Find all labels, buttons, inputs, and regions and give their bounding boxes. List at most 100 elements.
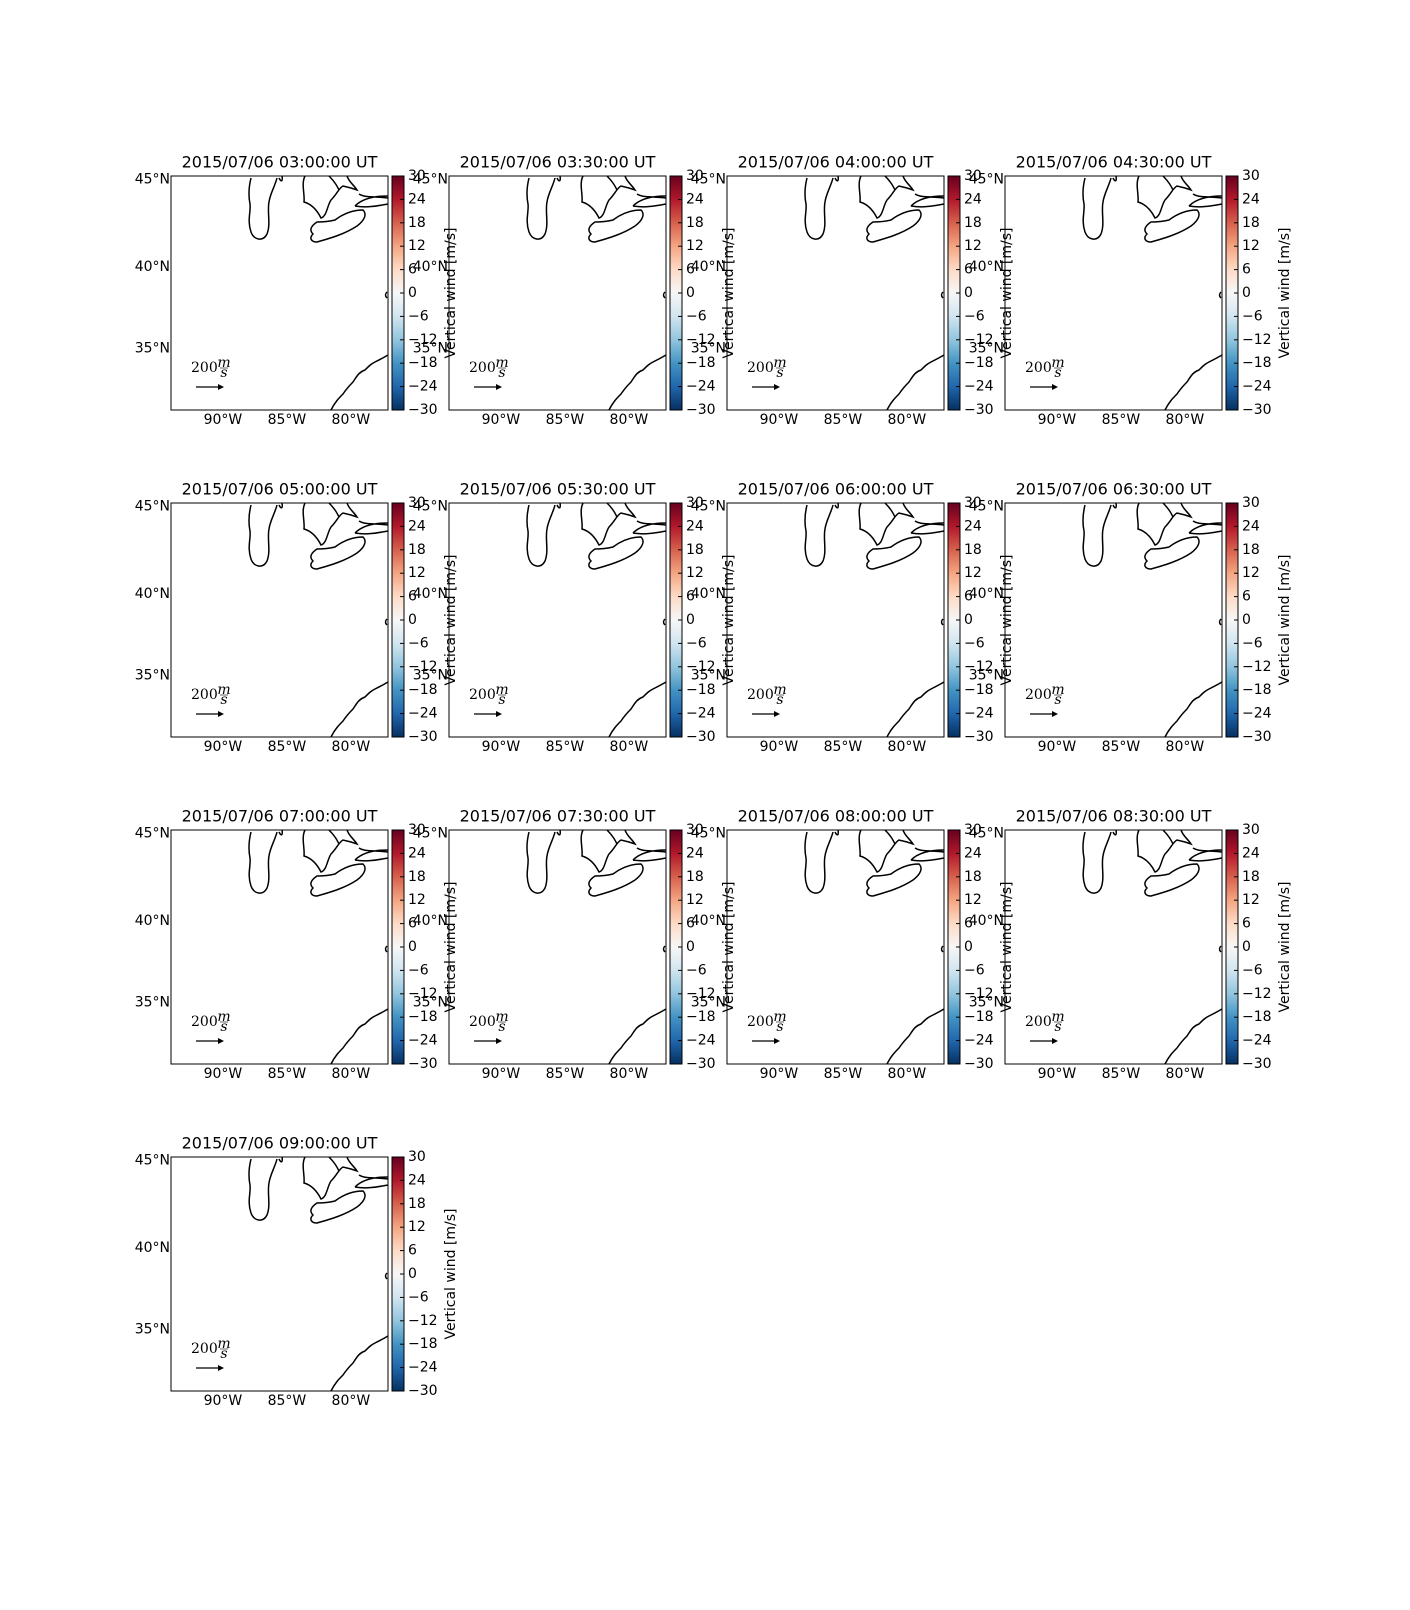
x-tick-label: 85°W (1102, 1066, 1141, 1082)
colorbar-tick-label: 30 (686, 168, 704, 184)
quiver-key-unit-bottom: s (220, 692, 227, 708)
colorbar-tick-label: −24 (686, 1033, 716, 1049)
colorbar-tick-label: 12 (408, 238, 426, 254)
quiver-key-unit-bottom: s (498, 692, 505, 708)
y-tick-label: 40°N (135, 913, 170, 929)
colorbar-tick-label: 18 (408, 215, 426, 231)
coastline (526, 502, 667, 738)
x-tick-label: 85°W (546, 1066, 585, 1082)
map-frame (170, 502, 389, 738)
colorbar-tick-label: 30 (408, 822, 426, 838)
map-panel: 2015/07/06 09:00:00 UT 90°W 85°W 80°W 35°N 40… (135, 1134, 459, 1410)
colorbar-tick-label: 18 (1242, 215, 1260, 231)
y-tick-label: 40°N (969, 259, 1004, 275)
colorbar-tick-label: 18 (408, 1196, 426, 1212)
colorbar-tick-label: 24 (686, 518, 704, 534)
colorbar-tick-label: 12 (686, 892, 704, 908)
colorbar-tick-label: −6 (686, 308, 707, 324)
colorbar-tick-label: −24 (408, 1360, 438, 1376)
colorbar-tick-label: 30 (964, 822, 982, 838)
colorbar-tick-label: −24 (1242, 1033, 1272, 1049)
colorbar-tick-label: 18 (686, 215, 704, 231)
quiver-key-unit-bottom: s (776, 692, 783, 708)
colorbar-tick-label: 12 (686, 238, 704, 254)
colorbar-tick-label: −18 (964, 355, 994, 371)
colorbar-tick-label: −12 (1242, 986, 1272, 1002)
quiver-key-unit-top: m (1051, 682, 1064, 698)
y-tick-label: 45°N (969, 499, 1004, 515)
colorbar-tick-label: 0 (408, 939, 417, 955)
x-tick-label: 90°W (204, 1066, 243, 1082)
quiver-key-unit-top: m (773, 355, 786, 371)
colorbar-label: Vertical wind [m/s] (721, 882, 737, 1013)
colorbar-tick-label: −6 (686, 635, 707, 651)
colorbar-tick-label: −24 (686, 379, 716, 395)
colorbar-tick-label: 12 (686, 565, 704, 581)
quiver-key-head (218, 384, 224, 390)
colorbar-tick-label: −30 (686, 402, 716, 418)
y-tick-label: 45°N (135, 172, 170, 188)
coastline (804, 175, 945, 411)
panel-title: 2015/07/06 06:00:00 UT (738, 480, 934, 499)
colorbar-label: Vertical wind [m/s] (1277, 555, 1293, 686)
colorbar-tick-label: 18 (686, 869, 704, 885)
colorbar-tick-label: 18 (408, 869, 426, 885)
quiver-key-unit-bottom: s (1054, 692, 1061, 708)
colorbar-tick-label: 12 (964, 892, 982, 908)
quiver-key-unit-top: m (1051, 1009, 1064, 1025)
quiver-key-head (1052, 1038, 1058, 1044)
quiver-key-unit-bottom: s (776, 365, 783, 381)
map-frame (726, 829, 945, 1065)
colorbar-label: Vertical wind [m/s] (443, 555, 459, 686)
colorbar-tick-label: 12 (1242, 238, 1260, 254)
colorbar-tick-label: 6 (686, 262, 695, 278)
colorbar-tick-label: −12 (964, 986, 994, 1002)
colorbar-tick-label: 12 (1242, 565, 1260, 581)
panel-title: 2015/07/06 03:30:00 UT (460, 153, 656, 172)
x-tick-label: 90°W (1038, 412, 1077, 428)
quiver-key-value: 200 (747, 1014, 774, 1030)
colorbar-tick-label: −18 (1242, 1009, 1272, 1025)
coastline (804, 829, 945, 1065)
colorbar-tick-label: −6 (1242, 308, 1263, 324)
panel-title: 2015/07/06 09:00:00 UT (182, 1134, 378, 1153)
quiver-key-value: 200 (1025, 360, 1052, 376)
colorbar-tick-label: 30 (408, 168, 426, 184)
colorbar-tick-label: 6 (1242, 262, 1251, 278)
colorbar-label: Vertical wind [m/s] (443, 882, 459, 1013)
y-tick-label: 35°N (135, 994, 170, 1010)
colorbar-tick-label: −24 (1242, 706, 1272, 722)
colorbar-tick-label: −18 (1242, 682, 1272, 698)
y-tick-label: 40°N (413, 586, 448, 602)
colorbar-tick-label: 0 (964, 939, 973, 955)
y-tick-label: 40°N (691, 586, 726, 602)
colorbar-tick-label: −6 (408, 635, 429, 651)
colorbar-tick-label: 30 (1242, 822, 1260, 838)
x-tick-label: 80°W (888, 412, 927, 428)
colorbar-tick-label: 6 (408, 916, 417, 932)
colorbar-tick-label: 0 (964, 612, 973, 628)
map-panel: 2015/07/06 06:30:00 UT 90°W 85°W 80°W 35°N 40… (969, 480, 1293, 756)
y-tick-label: 45°N (135, 826, 170, 842)
colorbar-tick-label: 0 (408, 612, 417, 628)
quiver-key-unit-top: m (495, 355, 508, 371)
colorbar-tick-label: −6 (964, 308, 985, 324)
colorbar-tick-label: 24 (1242, 518, 1260, 534)
colorbar-tick-label: −18 (408, 682, 438, 698)
coastline (248, 175, 389, 411)
panel-title: 2015/07/06 05:00:00 UT (182, 480, 378, 499)
y-tick-label: 45°N (413, 172, 448, 188)
colorbar-tick-label: 18 (964, 215, 982, 231)
colorbar-label: Vertical wind [m/s] (1277, 228, 1293, 359)
map-panel: 2015/07/06 07:30:00 UT 90°W 85°W 80°W 35°N 40… (413, 807, 737, 1083)
colorbar-tick-label: −30 (1242, 402, 1272, 418)
colorbar-tick-label: 30 (1242, 168, 1260, 184)
y-tick-label: 35°N (413, 994, 448, 1010)
quiver-key-unit-top: m (495, 682, 508, 698)
x-tick-label: 80°W (888, 1066, 927, 1082)
map-frame (448, 502, 667, 738)
y-tick-label: 45°N (413, 499, 448, 515)
colorbar-tick-label: −30 (686, 1056, 716, 1072)
colorbar-tick-label: 24 (408, 1172, 426, 1188)
colorbar-tick-label: 6 (408, 1243, 417, 1259)
